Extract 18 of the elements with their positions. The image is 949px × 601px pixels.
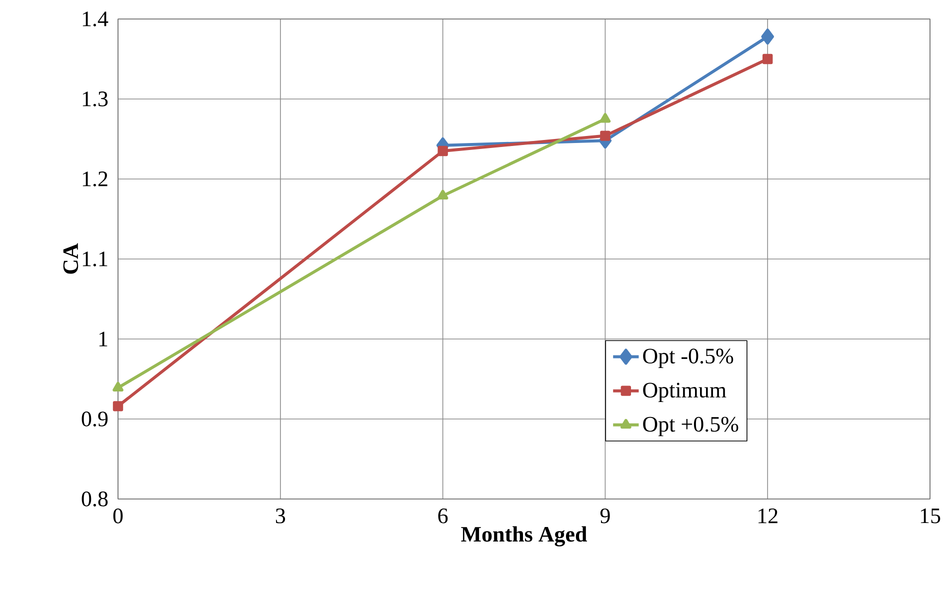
y-tick-label: 0.9: [82, 412, 108, 426]
x-tick-label: 6: [438, 508, 448, 524]
legend-label: Opt +0.5%: [643, 416, 738, 436]
x-tick-label: 15: [920, 508, 940, 524]
x-tick-label: 0: [113, 508, 123, 524]
y-axis-title: CA: [63, 243, 78, 274]
x-tick-label: 9: [600, 508, 610, 524]
y-tick-label: 1: [99, 332, 108, 346]
x-tick-label: 3: [276, 508, 286, 524]
y-tick-label: 0.8: [82, 492, 108, 506]
legend-label: Opt -0.5%: [643, 348, 734, 368]
legend-label: Optimum: [643, 382, 726, 402]
y-tick-label: 1.3: [82, 92, 108, 106]
x-tick-label: 12: [758, 508, 778, 524]
y-tick-label: 1.4: [82, 12, 108, 26]
y-tick-label: 1.1: [82, 252, 108, 266]
x-axis-title: Months Aged: [461, 526, 587, 546]
y-tick-label: 1.2: [82, 172, 108, 186]
